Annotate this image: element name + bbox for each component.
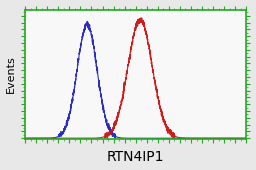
X-axis label: RTN4IP1: RTN4IP1 <box>107 150 164 164</box>
Y-axis label: Events: Events <box>6 56 16 94</box>
